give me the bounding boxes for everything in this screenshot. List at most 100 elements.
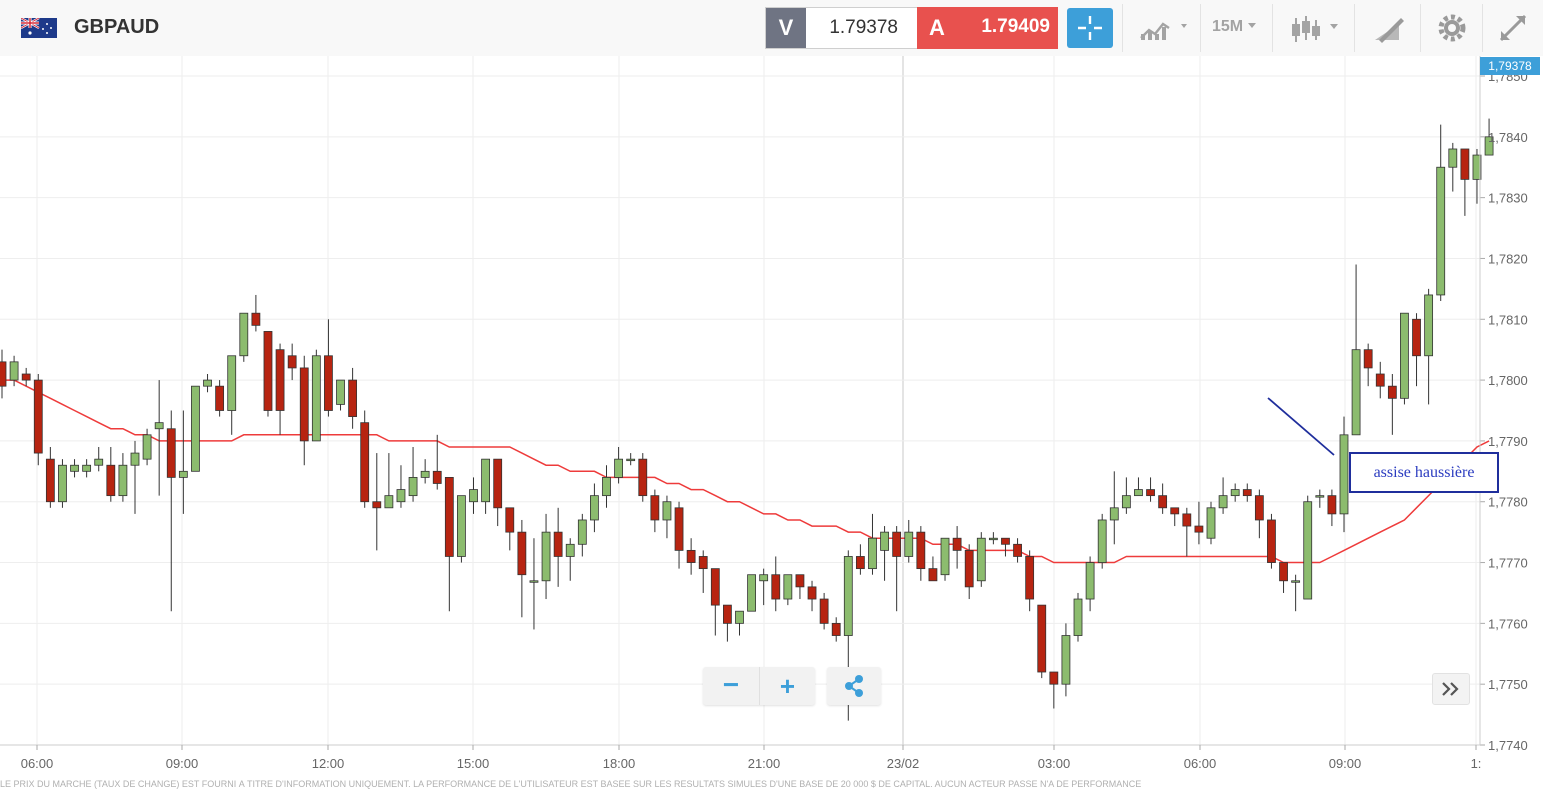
candle-body-down: [819, 598, 829, 624]
annotation-box[interactable]: assise haussière: [1349, 452, 1499, 493]
candle: [396, 465, 406, 508]
crosshair-icon: [1078, 16, 1102, 40]
price-chart[interactable]: 1,78501,78401,78301,78201,78101,78001,77…: [0, 56, 1543, 780]
candle-body-up: [735, 610, 744, 624]
candle-body-down: [892, 531, 902, 557]
candle: [1194, 501, 1204, 545]
candle-body-down: [638, 458, 648, 497]
candle: [988, 532, 998, 545]
candle: [1230, 483, 1240, 502]
candle-body-down: [45, 458, 55, 503]
candle-body-up: [1351, 349, 1361, 436]
candle: [1400, 312, 1409, 405]
candle: [940, 537, 950, 581]
candles-button[interactable]: [1272, 4, 1355, 52]
candle-body-down: [952, 537, 962, 551]
chart-background: [0, 56, 1543, 780]
zoom-in-button[interactable]: +: [759, 667, 815, 705]
expand-button[interactable]: [1482, 4, 1543, 52]
candle-body-down: [505, 507, 515, 533]
buy-button[interactable]: A 1.79409: [917, 7, 1058, 49]
candle: [795, 574, 805, 600]
candle-body-down: [1460, 148, 1470, 180]
candle-body-down: [1387, 385, 1397, 399]
y-tick-label: 1,7740: [1488, 738, 1528, 753]
candle: [493, 458, 503, 527]
candle: [1170, 507, 1180, 527]
candle-body-down: [1037, 604, 1047, 673]
candle-body-up: [481, 458, 491, 503]
y-tick-label: 1,7790: [1488, 434, 1528, 449]
candle-body-down: [517, 531, 527, 576]
x-tick-label: 09:00: [166, 756, 199, 771]
timeframe-label: 15M: [1212, 18, 1244, 35]
candle-body-up: [1121, 495, 1131, 509]
candle: [360, 410, 370, 508]
scroll-to-latest-button[interactable]: [1432, 673, 1470, 705]
candle: [1448, 142, 1458, 192]
annotation-text: assise haussière: [1373, 464, 1475, 481]
candle-body-down: [650, 495, 660, 521]
candle: [348, 367, 358, 429]
candle-body-down: [1158, 495, 1168, 509]
candle-body-up: [227, 355, 237, 411]
share-button[interactable]: [827, 667, 881, 705]
chart-toolbar: GBPAUD V 1.79378 A 1.79409 15M: [0, 0, 1543, 57]
candle: [130, 440, 140, 514]
candle-body-up: [868, 537, 877, 570]
candle-body-down: [807, 586, 817, 600]
candle: [154, 380, 164, 496]
candle: [457, 495, 466, 563]
candle-body-up: [70, 464, 79, 472]
candle-body-up: [904, 531, 914, 557]
candle: [336, 379, 345, 411]
chevron-down-icon: [1248, 23, 1256, 28]
candle: [1073, 592, 1083, 642]
candle-body-up: [529, 580, 539, 583]
candle: [1037, 604, 1047, 679]
candle: [1025, 550, 1035, 612]
candle-body-down: [553, 531, 563, 557]
candle: [21, 367, 31, 387]
crosshair-button[interactable]: [1067, 8, 1113, 48]
candle: [964, 544, 974, 600]
gb-au-flag-icon: [21, 18, 57, 38]
candle: [106, 446, 116, 502]
candle: [541, 513, 551, 600]
candle: [819, 592, 829, 630]
candle-body-up: [626, 458, 636, 462]
candle: [166, 410, 176, 612]
candle-body-up: [1436, 166, 1446, 296]
candle: [70, 459, 79, 478]
moving-average-line: [2, 379, 1490, 564]
draw-tools-button[interactable]: [1354, 4, 1421, 52]
chart-type-button[interactable]: [1122, 4, 1201, 52]
candle-body-down: [698, 556, 708, 570]
candle: [1351, 264, 1361, 436]
candle-body-up: [469, 489, 478, 503]
sell-button[interactable]: V 1.79378: [765, 7, 919, 49]
candle-body-down: [275, 349, 285, 411]
candle: [868, 513, 877, 575]
candle: [952, 526, 962, 569]
candle: [299, 355, 309, 466]
y-tick-label: 1,7820: [1488, 251, 1528, 266]
sell-price: 1.79378: [829, 17, 898, 38]
candle: [0, 349, 7, 399]
candle: [94, 446, 104, 472]
candle: [686, 538, 696, 575]
share-icon: [845, 675, 863, 697]
candle: [590, 483, 599, 533]
candle: [58, 459, 67, 508]
timeframe-button[interactable]: [1200, 4, 1273, 52]
candle-body-up: [759, 574, 769, 582]
candle: [735, 610, 744, 636]
candle-body-up: [662, 501, 672, 521]
candle: [1182, 507, 1192, 557]
zoom-out-button[interactable]: −: [722, 669, 740, 700]
candle: [1134, 477, 1143, 497]
candle-body-down: [1327, 495, 1337, 515]
candle-body-down: [1182, 513, 1192, 527]
settings-button[interactable]: [1420, 4, 1483, 52]
instrument-symbol[interactable]: GBPAUD: [74, 16, 160, 38]
